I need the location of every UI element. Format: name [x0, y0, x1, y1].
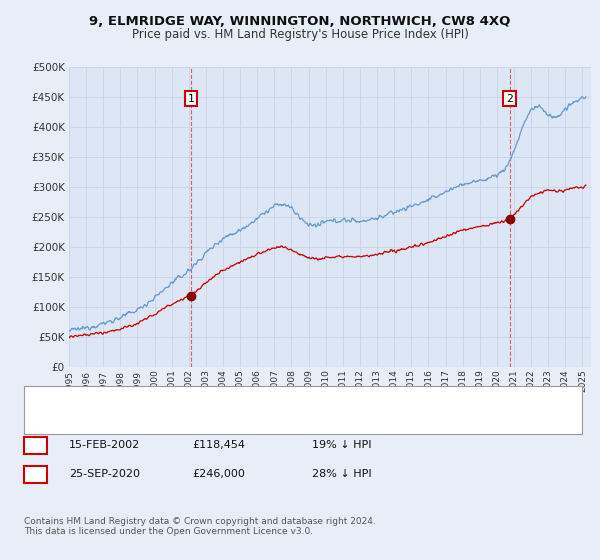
Text: Contains HM Land Registry data © Crown copyright and database right 2024.
This d: Contains HM Land Registry data © Crown c… — [24, 517, 376, 536]
Text: 2: 2 — [31, 468, 40, 481]
Text: 19% ↓ HPI: 19% ↓ HPI — [312, 440, 371, 450]
Text: 15-FEB-2002: 15-FEB-2002 — [69, 440, 140, 450]
Text: 2: 2 — [506, 94, 513, 104]
Text: 9, ELMRIDGE WAY, WINNINGTON, NORTHWICH, CW8 4XQ (detached house): 9, ELMRIDGE WAY, WINNINGTON, NORTHWICH, … — [66, 395, 457, 405]
Text: £246,000: £246,000 — [192, 469, 245, 479]
Text: 25-SEP-2020: 25-SEP-2020 — [69, 469, 140, 479]
Text: 1: 1 — [31, 438, 40, 452]
Text: 9, ELMRIDGE WAY, WINNINGTON, NORTHWICH, CW8 4XQ: 9, ELMRIDGE WAY, WINNINGTON, NORTHWICH, … — [89, 15, 511, 28]
Text: £118,454: £118,454 — [192, 440, 245, 450]
Text: HPI: Average price, detached house, Cheshire West and Chester: HPI: Average price, detached house, Ches… — [66, 416, 401, 426]
Text: 1: 1 — [187, 94, 194, 104]
Text: 28% ↓ HPI: 28% ↓ HPI — [312, 469, 371, 479]
Text: Price paid vs. HM Land Registry's House Price Index (HPI): Price paid vs. HM Land Registry's House … — [131, 28, 469, 41]
